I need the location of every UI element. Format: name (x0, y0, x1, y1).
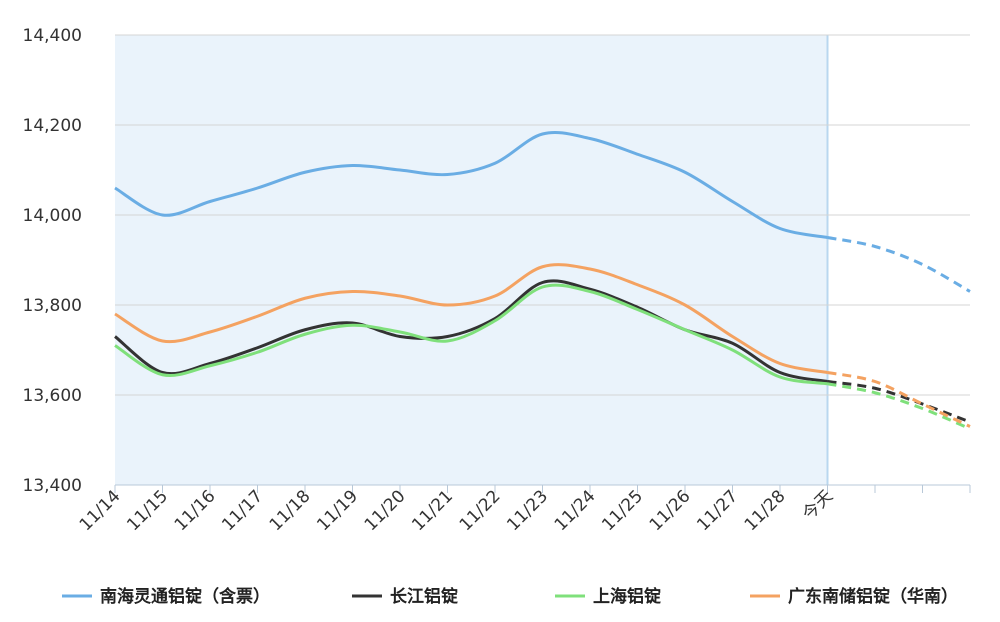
x-tick-label: 11/22 (456, 486, 505, 535)
x-tick-label: 11/20 (361, 486, 410, 535)
x-tick-label: 11/26 (646, 486, 695, 535)
legend-label-1: 长江铝锭 (390, 586, 458, 607)
x-tick-label: 11/21 (408, 486, 457, 535)
x-tick-label: 11/14 (76, 486, 125, 535)
y-tick-label: 14,400 (23, 26, 82, 46)
history-shaded-region (115, 35, 828, 485)
x-tick-label: 11/19 (313, 486, 362, 535)
y-tick-label: 14,200 (23, 116, 82, 136)
x-tick-label: 11/24 (551, 486, 600, 535)
series-line-0 (114, 130, 828, 239)
y-tick-label: 13,800 (23, 296, 82, 316)
legend-label-3: 广东南储铝锭（华南） (788, 586, 958, 607)
x-tick-label: 11/16 (171, 486, 220, 535)
legend-label-0: 南海灵通铝锭（含票） (100, 586, 270, 607)
x-tick-label: 11/15 (123, 486, 172, 535)
legend-label-2: 上海铝锭 (593, 586, 661, 607)
x-tick-label: 今天 (799, 486, 837, 524)
series-line-3 (114, 263, 828, 374)
x-tick-label: 11/28 (741, 486, 790, 535)
series-forecast-line-0 (827, 236, 971, 293)
x-tick-label: 11/18 (266, 486, 315, 535)
x-tick-label: 11/17 (218, 486, 267, 535)
x-tick-label: 11/27 (693, 486, 742, 535)
series-line-1 (114, 279, 828, 383)
y-tick-label: 13,600 (23, 386, 82, 406)
series-forecast-line-2 (827, 382, 971, 431)
series-line-2 (114, 283, 828, 386)
x-tick-label: 11/25 (598, 486, 647, 535)
y-tick-label: 13,400 (23, 476, 82, 496)
series-forecast-line-1 (827, 380, 971, 424)
y-tick-label: 14,000 (23, 206, 82, 226)
x-tick-label: 11/23 (503, 486, 552, 535)
series-forecast-line-3 (827, 371, 971, 428)
